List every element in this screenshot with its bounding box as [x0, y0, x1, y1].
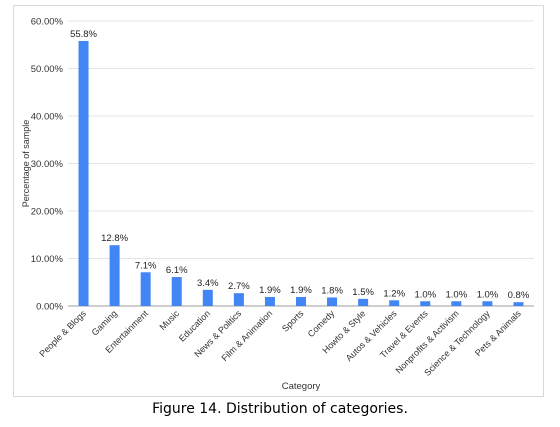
- data-label: 1.8%: [321, 285, 343, 296]
- data-label: 6.1%: [166, 265, 188, 276]
- y-tick-label: 60.00%: [31, 17, 64, 28]
- bar: [482, 301, 493, 306]
- data-label: 0.8%: [508, 290, 530, 301]
- y-tick-label: 30.00%: [31, 159, 64, 170]
- x-tick-label: Comedy: [306, 308, 337, 339]
- x-axis-title: Category: [282, 381, 321, 392]
- bar-chart: 0.00% 10.00% 20.00% 30.00% 40.00% 50.00% 60.00…: [21, 17, 534, 392]
- data-label: 1.9%: [259, 285, 281, 296]
- data-label: 2.7%: [228, 281, 250, 292]
- y-axis-title: Percentage of sample: [21, 120, 31, 208]
- data-label: 1.5%: [352, 287, 374, 298]
- bar: [513, 302, 524, 306]
- bar: [140, 272, 151, 306]
- y-tick-label: 40.00%: [31, 112, 64, 123]
- bar: [78, 40, 89, 306]
- x-tick-label: Sports: [280, 308, 306, 334]
- x-tick-label: Gaming: [90, 308, 119, 337]
- y-tick-label: 20.00%: [31, 207, 64, 218]
- data-label: 1.2%: [383, 288, 405, 299]
- data-label: 55.8%: [70, 29, 97, 40]
- data-label: 1.0%: [446, 289, 468, 300]
- y-tick-label: 10.00%: [31, 254, 64, 265]
- bar: [389, 300, 400, 306]
- x-tick-label: People & Blogs: [37, 308, 88, 359]
- x-tick-label: Music: [157, 308, 181, 332]
- bar: [451, 301, 462, 306]
- y-tick-label: 50.00%: [31, 64, 64, 75]
- data-label: 1.9%: [290, 285, 312, 296]
- bar: [109, 245, 120, 306]
- data-label: 1.0%: [477, 289, 499, 300]
- chart-frame: 0.00% 10.00% 20.00% 30.00% 40.00% 50.00% 60.00…: [13, 5, 544, 397]
- data-label: 12.8%: [101, 233, 128, 244]
- bar: [171, 277, 182, 306]
- bar: [420, 301, 431, 306]
- bar: [296, 296, 306, 306]
- data-label: 1.0%: [414, 289, 436, 300]
- y-tick-label: 0.00%: [36, 302, 63, 313]
- bar: [358, 298, 369, 306]
- data-label: 7.1%: [135, 260, 157, 271]
- bar: [202, 289, 213, 306]
- bar: [327, 297, 338, 306]
- bar: [264, 296, 275, 306]
- data-label: 3.4%: [197, 278, 219, 289]
- bar: [233, 293, 244, 306]
- figure-caption: Figure 14. Distribution of categories.: [152, 401, 408, 417]
